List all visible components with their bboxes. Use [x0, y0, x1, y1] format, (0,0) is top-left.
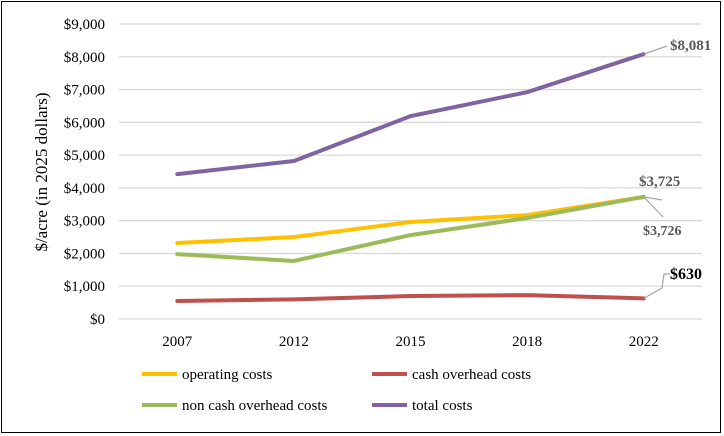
legend-label: total costs: [412, 398, 473, 414]
data-label: $3,726: [643, 224, 682, 239]
y-axis-label: $/acre (in 2025 dollars): [32, 92, 51, 251]
y-tick-label: $8,000: [64, 50, 105, 66]
y-tick-label: $5,000: [64, 148, 105, 164]
y-tick-label: $6,000: [64, 115, 105, 131]
x-tick-label: 2022: [629, 334, 659, 350]
y-tick-label: $2,000: [64, 246, 105, 262]
series-line-total-costs: [175, 52, 646, 177]
data-label: $3,725: [639, 174, 680, 190]
x-tick-label: 2007: [162, 334, 193, 350]
x-tick-label: 2018: [512, 334, 542, 350]
legend-label: non cash overhead costs: [182, 398, 328, 414]
annotation-leader: [643, 196, 663, 201]
x-tick-label: 2012: [279, 334, 309, 350]
y-tick-label: $3,000: [64, 214, 105, 230]
y-tick-label: $0: [90, 312, 105, 328]
annotation-leader: [643, 273, 670, 299]
data-label: $630: [670, 266, 702, 283]
series-line-non-cash-overhead-costs: [175, 194, 646, 263]
x-tick-label: 2015: [396, 334, 426, 350]
y-tick-label: $1,000: [64, 279, 105, 295]
annotation-leader: [643, 196, 664, 218]
annotation-leader: [643, 45, 668, 55]
y-tick-label: $9,000: [64, 17, 105, 33]
series-line-cash-overhead-costs: [175, 293, 646, 303]
legend-label: operating costs: [182, 367, 273, 383]
y-tick-label: $4,000: [64, 181, 105, 197]
data-label: $8,081: [670, 38, 711, 54]
y-tick-label: $7,000: [64, 83, 105, 99]
legend-label: cash overhead costs: [412, 367, 531, 383]
